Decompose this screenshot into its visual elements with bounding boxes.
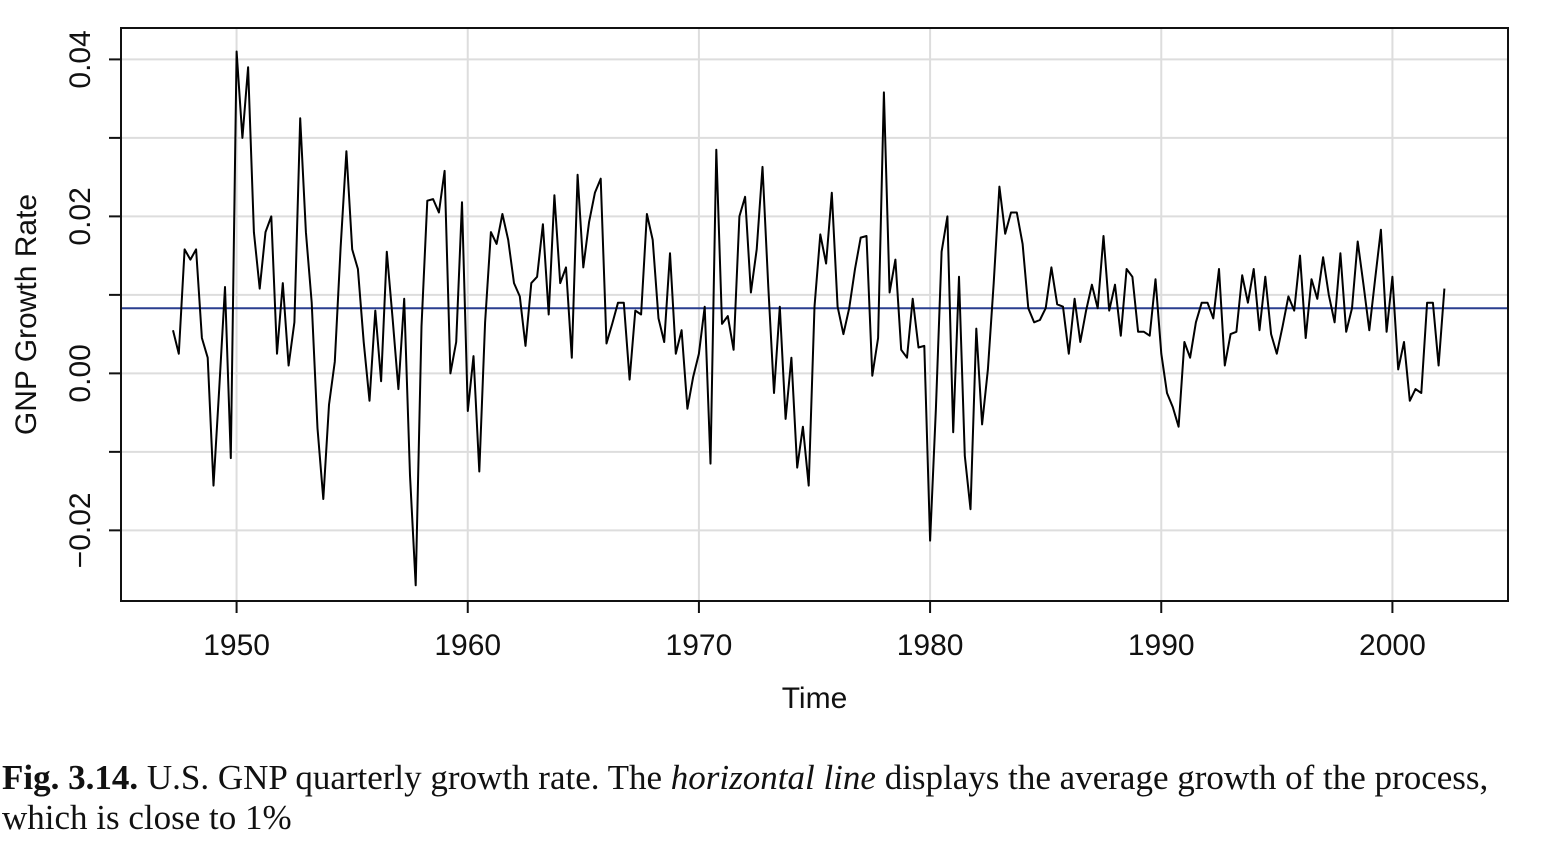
y-axis-title: GNP Growth Rate <box>10 194 43 435</box>
caption-text-after: displays the average growth of the proce… <box>2 758 1489 837</box>
caption-text-before: U.S. GNP quarterly growth rate. The <box>138 758 671 797</box>
series-line-gnp-growth <box>172 50 1446 587</box>
x-tick-label-5: 2000 <box>1359 629 1426 662</box>
caption-label: Fig. 3.14. <box>2 758 139 797</box>
y-axis: −0.02 0.00 0.02 0.04 <box>64 30 121 568</box>
x-axis: 1950 1960 1970 1980 1990 2000 <box>203 601 1426 662</box>
y-tick-label-2: 0.02 <box>64 187 97 245</box>
x-tick-label-1: 1960 <box>434 629 501 662</box>
y-tick-label-3: 0.04 <box>64 30 97 88</box>
caption-emphasis: horizontal line <box>670 758 876 797</box>
figure-caption: Fig. 3.14. U.S. GNP quarterly growth rat… <box>2 758 1550 838</box>
gnp-growth-chart: 1950 1960 1970 1980 1990 2000 −0.02 0.00 0.02 0.… <box>10 27 1509 715</box>
y-tick-label-0: −0.02 <box>64 492 97 568</box>
x-tick-label-4: 1990 <box>1128 629 1195 662</box>
y-tick-label-1: 0.00 <box>64 344 97 402</box>
x-axis-title: Time <box>782 682 848 715</box>
x-tick-label-0: 1950 <box>203 629 270 662</box>
x-tick-label-3: 1980 <box>897 629 964 662</box>
x-tick-label-2: 1970 <box>666 629 733 662</box>
plot-frame <box>120 27 1509 602</box>
grid-lines <box>121 28 1508 601</box>
